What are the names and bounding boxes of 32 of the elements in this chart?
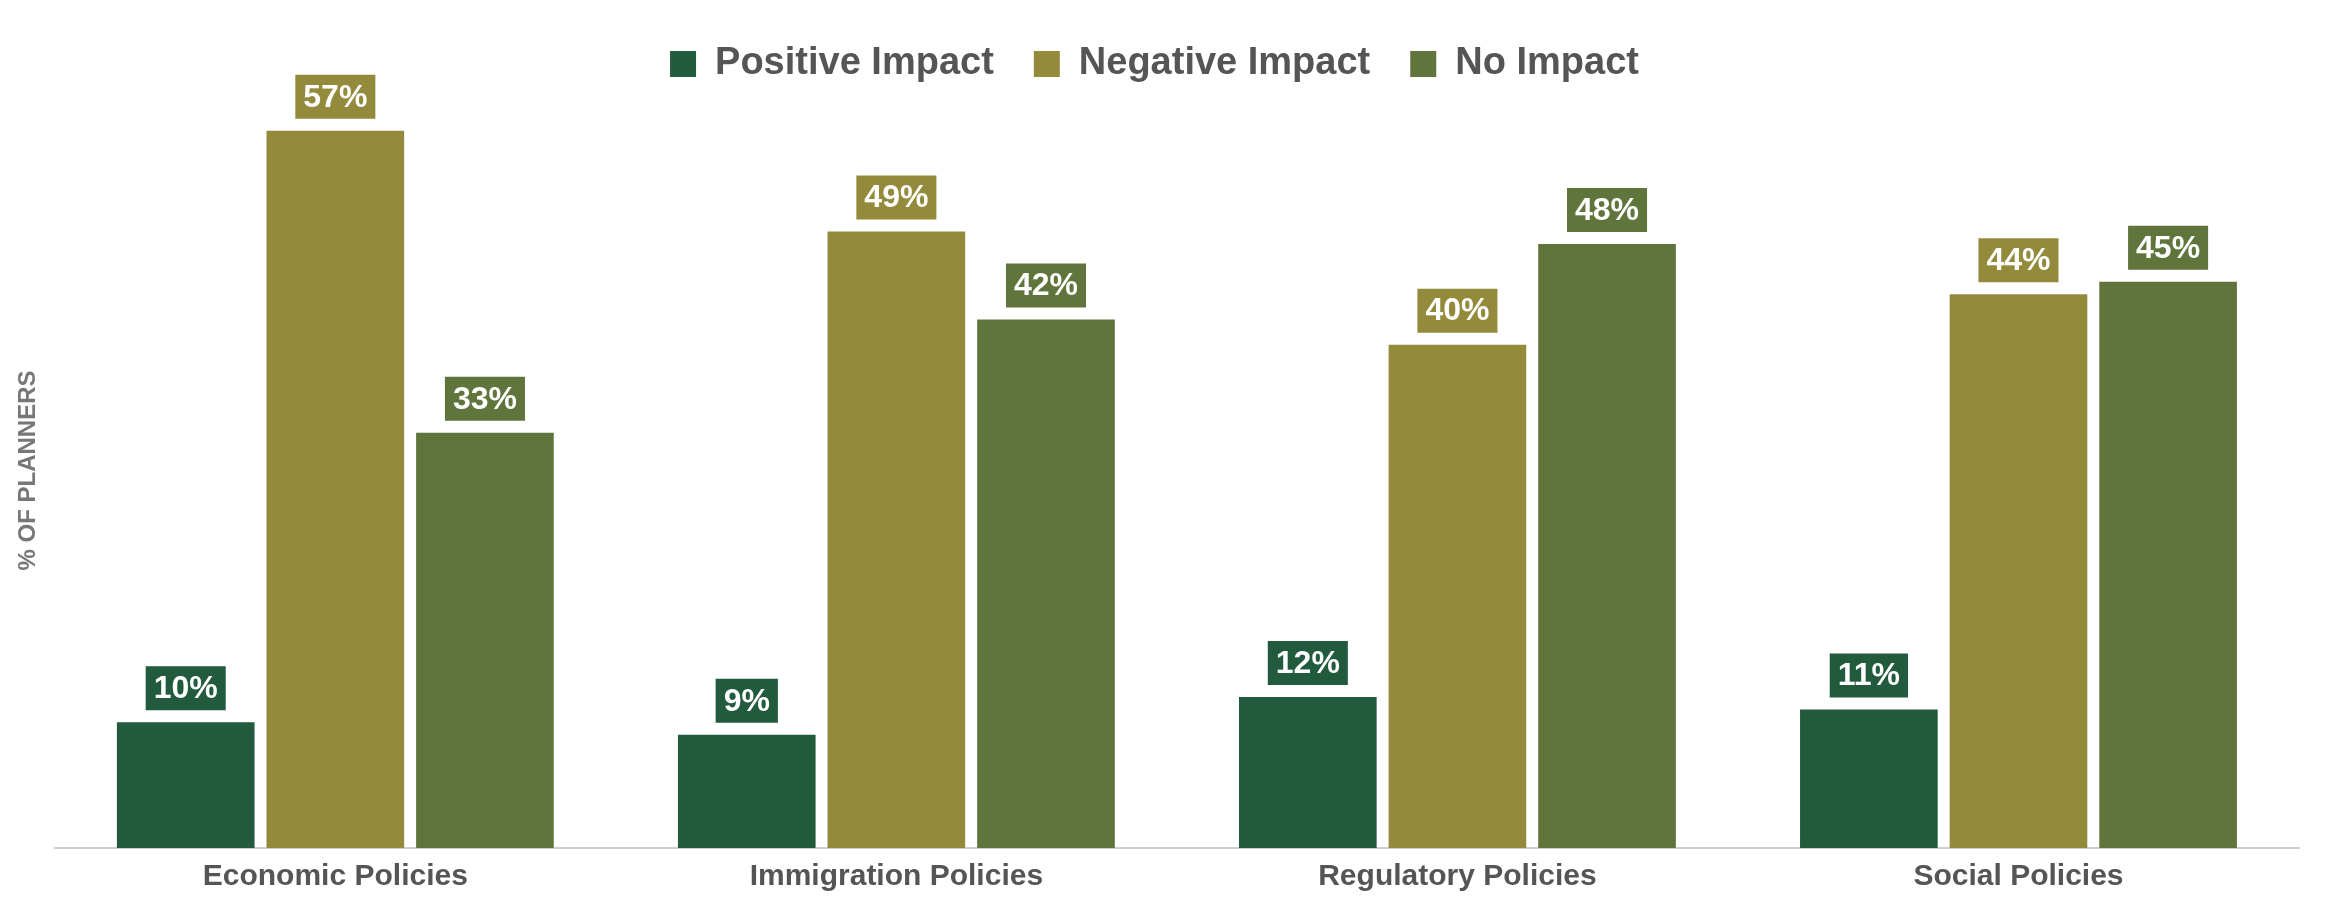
data-label: 10% [153, 668, 218, 705]
data-label: 42% [1013, 266, 1079, 303]
bar [416, 432, 554, 848]
bar [1388, 344, 1527, 848]
data-label: 9% [723, 681, 770, 718]
bar [1949, 294, 2088, 848]
y-axis-title: % OF PLANNERS [13, 370, 41, 571]
data-label: 49% [864, 178, 929, 215]
bar [116, 722, 255, 848]
x-tick-label: Economic Policies [202, 858, 468, 892]
data-label: 11% [1837, 656, 1900, 693]
data-label: 44% [1986, 241, 2051, 278]
bar [266, 130, 405, 848]
data-label: 45% [2136, 228, 2201, 265]
bar [1800, 709, 1938, 848]
bar [1538, 244, 1676, 848]
bar [977, 319, 1115, 848]
data-label: 48% [1575, 190, 1640, 227]
data-label: 40% [1425, 291, 1490, 328]
bar [677, 734, 816, 848]
legend-label: Positive Impact [715, 40, 995, 83]
data-label: 57% [303, 77, 368, 114]
x-tick-label: Social Policies [1913, 858, 2124, 892]
legend-label: No Impact [1455, 40, 1640, 83]
legend-label: Negative Impact [1078, 40, 1371, 83]
x-tick-label: Immigration Policies [749, 858, 1044, 892]
bar [2099, 281, 2237, 848]
x-tick-label: Regulatory Policies [1318, 858, 1597, 892]
bar [1238, 697, 1377, 848]
bar [827, 231, 966, 848]
data-label: 12% [1275, 643, 1340, 680]
data-label: 33% [452, 379, 517, 416]
